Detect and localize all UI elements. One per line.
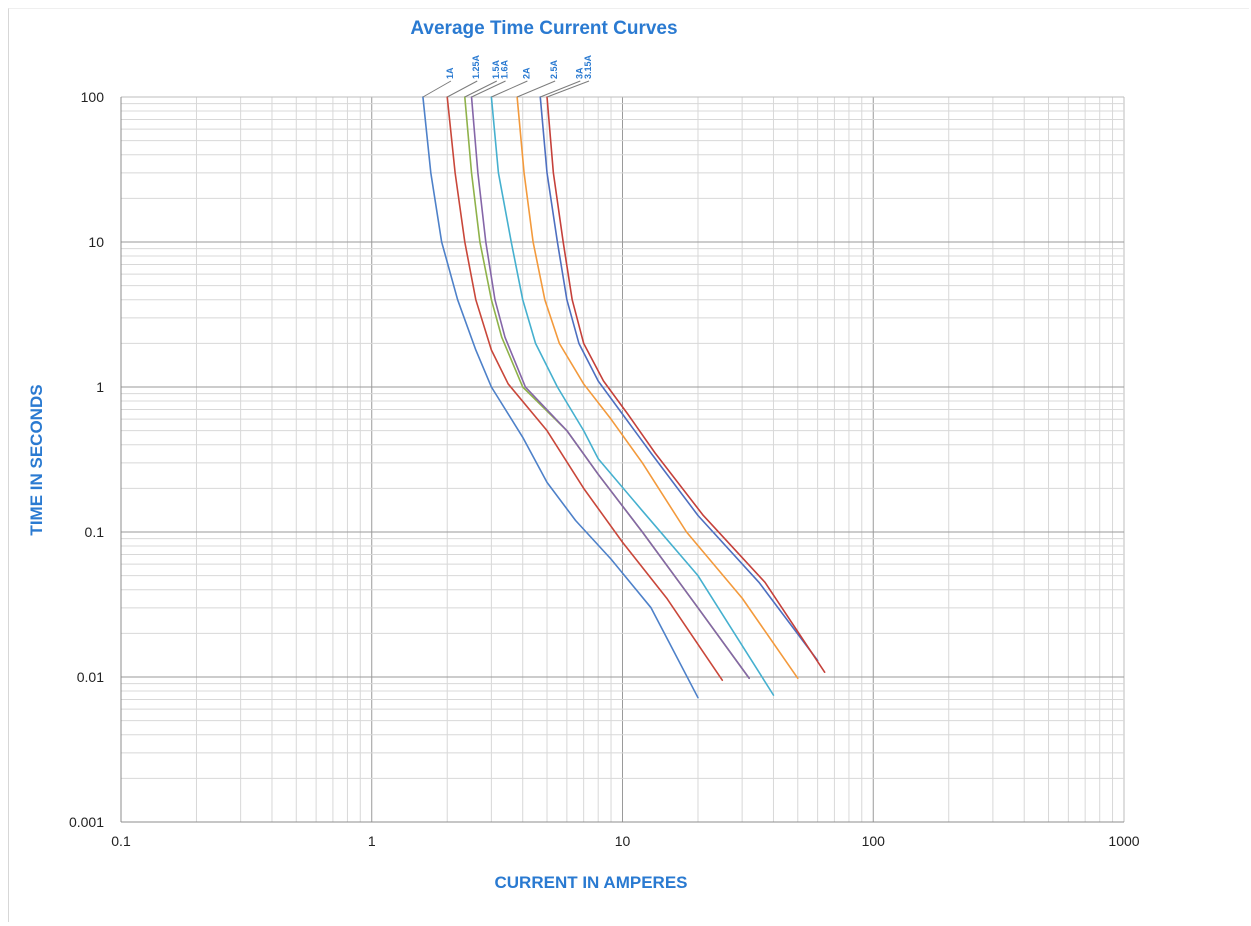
y-tick-label: 10 — [88, 234, 104, 250]
x-axis-title: CURRENT IN AMPERES — [495, 873, 688, 892]
x-tick-label: 10 — [615, 833, 631, 849]
series-group: 1A 1.25A 1.5A1.6A 2A 2.5A 3A3.15A — [422, 54, 826, 699]
chart-title: Average Time Current Curves — [410, 18, 677, 39]
y-tick-label: 0.001 — [69, 814, 104, 830]
series-1a-leader — [422, 80, 452, 98]
series-2-5a-line — [516, 96, 799, 680]
series-1-6a-label: 1.6A — [500, 59, 510, 79]
x-tick-label: 1 — [368, 833, 376, 849]
series-3-15a-label: 3.15A — [583, 54, 593, 79]
series-2-5a-leader — [516, 80, 556, 98]
series-1-6a-leader — [471, 80, 506, 98]
series-2a-label: 2A — [521, 67, 531, 79]
y-tick-label: 1 — [96, 379, 104, 395]
x-tick-label: 1000 — [1108, 833, 1139, 849]
series-3a-leader — [540, 80, 581, 98]
series-1-6a-line — [470, 96, 750, 680]
series-2-5a-label: 2.5A — [549, 59, 559, 79]
y-tick-label: 0.01 — [77, 669, 104, 685]
series-3-15a-line — [546, 96, 826, 673]
series-1-25a-label: 1.25A — [471, 54, 481, 79]
series-2a-line — [490, 96, 775, 696]
series-3a-line — [539, 96, 819, 662]
series-1-5a-leader — [464, 80, 498, 98]
series-1a-line — [422, 96, 699, 699]
x-tick-label: 0.1 — [111, 833, 131, 849]
series-3-15a-leader — [546, 80, 590, 98]
series-1a-label: 1A — [445, 67, 455, 79]
series-1-25a-line — [446, 96, 724, 682]
series-1-25a-leader — [446, 80, 478, 98]
y-tick-label: 100 — [81, 89, 105, 105]
axes: 0.1 1 10 100 1000 0.001 0.01 0.1 1 10 100 — [69, 89, 1140, 849]
series-1-5a-label: 1.5A — [491, 59, 501, 79]
series-3a-label: 3A — [574, 67, 584, 79]
grid — [120, 96, 1125, 823]
chart-frame — [8, 8, 1249, 922]
y-axis-title: TIME IN SECONDS — [27, 384, 46, 535]
series-2a-leader — [491, 80, 528, 98]
series-1-5a-line — [464, 96, 750, 680]
x-tick-label: 100 — [862, 833, 886, 849]
y-tick-label: 0.1 — [85, 524, 105, 540]
